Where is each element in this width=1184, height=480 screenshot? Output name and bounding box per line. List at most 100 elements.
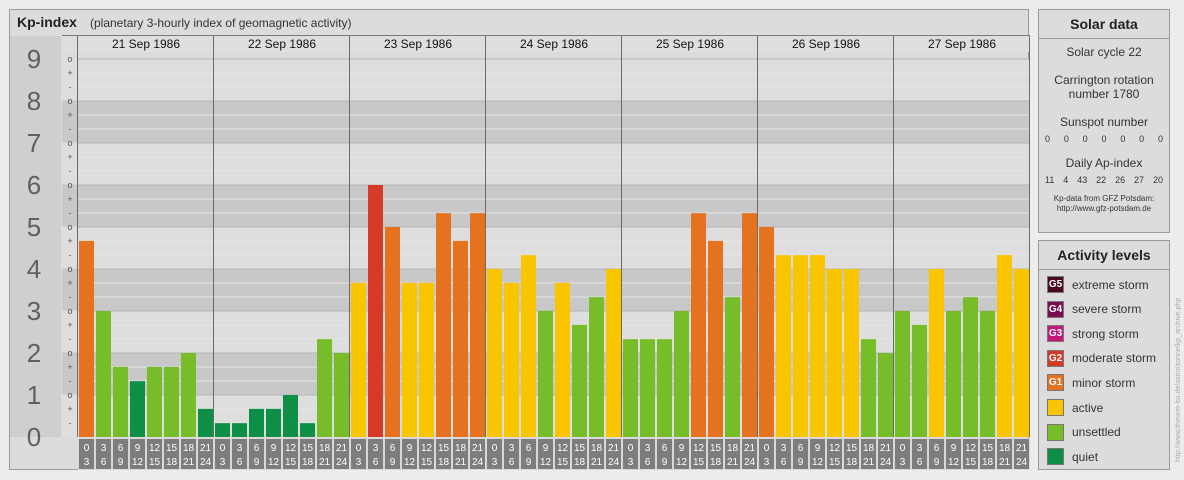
activity-levels-panel: Activity levels G5 extreme storm G4 severe … — [1038, 240, 1170, 470]
time-slot-cell — [980, 439, 995, 469]
thirds-tick-label: o — [67, 348, 72, 358]
level-swatch — [1047, 448, 1064, 466]
kp-bar — [419, 282, 434, 437]
y-tick-label: 3 — [27, 296, 41, 326]
data-credit-line1: Kp-data from GFZ Potsdam: — [1053, 194, 1155, 203]
kp-bar — [266, 408, 281, 437]
level-swatch: G2 — [1047, 349, 1064, 367]
time-slot-end: 18 — [166, 457, 178, 468]
time-slot-start: 9 — [679, 443, 685, 454]
day-header-bar — [62, 36, 1030, 52]
day-label: 24 Sep 1986 — [520, 37, 588, 51]
time-slot-cell — [249, 439, 264, 469]
time-slot-end: 12 — [812, 457, 824, 468]
kp-bar — [300, 423, 315, 437]
kp-bar — [929, 269, 944, 437]
time-slot-end: 15 — [829, 457, 841, 468]
kp-bar — [147, 366, 162, 437]
sunspot-value: 0 — [1157, 134, 1163, 144]
time-slot-cell — [793, 439, 808, 469]
time-slot-start: 3 — [781, 443, 787, 454]
solar-data-title: Solar data — [1039, 10, 1169, 39]
ap-index-label: Daily Ap-index — [1065, 156, 1143, 170]
time-slot-end: 18 — [982, 457, 994, 468]
time-slot-end: 15 — [557, 457, 569, 468]
kp-band — [62, 268, 1030, 311]
kp-bar — [470, 213, 485, 437]
thirds-tick-label: + — [67, 320, 72, 330]
time-slot-end: 18 — [846, 457, 858, 468]
level-label: strong storm — [1072, 326, 1139, 341]
activity-level-unsettled: unsettled — [1039, 422, 1169, 442]
time-slot-cell — [147, 439, 162, 469]
carrington-rotation-line1: Carrington rotation — [1054, 73, 1154, 87]
time-slot-cell — [419, 439, 434, 469]
y-tick-label: 4 — [27, 254, 41, 284]
day-label: 22 Sep 1986 — [248, 37, 316, 51]
time-slot-start: 18 — [727, 443, 739, 454]
time-slot-cell — [674, 439, 689, 469]
data-credit-link[interactable]: http://www.gfz-potsdam.de — [1056, 204, 1152, 213]
time-slot-cell — [997, 439, 1012, 469]
activity-level-quiet: quiet — [1039, 447, 1169, 467]
time-slot-start: 21 — [608, 443, 620, 454]
time-slot-cell — [810, 439, 825, 469]
kp-bar — [504, 282, 519, 437]
time-slot-cell — [725, 439, 740, 469]
time-slot-end: 24 — [472, 457, 484, 468]
time-slot-end: 6 — [645, 457, 651, 468]
time-slot-cell — [708, 439, 723, 469]
time-slot-end: 21 — [319, 457, 331, 468]
time-slot-cell — [198, 439, 213, 469]
time-slot-cell — [946, 439, 961, 469]
time-slot-start: 21 — [880, 443, 892, 454]
time-slot-end: 6 — [373, 457, 379, 468]
time-slot-end: 12 — [676, 457, 688, 468]
time-slot-cell — [572, 439, 587, 469]
thirds-tick-label: + — [67, 362, 72, 372]
time-slot-start: 3 — [101, 443, 107, 454]
time-slot-cell — [844, 439, 859, 469]
thirds-tick-label: + — [67, 278, 72, 288]
activity-level-strong-storm: G3 strong storm — [1039, 324, 1169, 344]
thirds-tick-label: + — [67, 236, 72, 246]
ap-value: 27 — [1134, 175, 1145, 185]
time-slot-start: 12 — [149, 443, 161, 454]
time-slot-end: 6 — [781, 457, 787, 468]
time-slot-cell — [776, 439, 791, 469]
ap-value: 43 — [1077, 175, 1088, 185]
ap-value: 4 — [1063, 175, 1069, 185]
time-slot-start: 0 — [764, 443, 770, 454]
kp-bar — [844, 269, 859, 437]
kp-bar — [334, 353, 349, 437]
time-slot-start: 3 — [373, 443, 379, 454]
time-slot-cell — [300, 439, 315, 469]
day-label: 21 Sep 1986 — [112, 37, 180, 51]
time-slot-cell — [453, 439, 468, 469]
time-slot-start: 6 — [526, 443, 532, 454]
time-slot-end: 9 — [526, 457, 532, 468]
time-slot-end: 12 — [948, 457, 960, 468]
time-slot-cell — [266, 439, 281, 469]
time-slot-start: 21 — [472, 443, 484, 454]
time-slot-cell — [283, 439, 298, 469]
kp-bar — [453, 240, 468, 437]
level-swatch: G1 — [1047, 374, 1064, 392]
time-slot-cell — [895, 439, 910, 469]
time-slot-end: 6 — [509, 457, 515, 468]
carrington-rotation-line2: number 1780 — [1068, 87, 1140, 101]
time-slot-cell — [759, 439, 774, 469]
thirds-tick-label: - — [69, 208, 72, 218]
kp-band — [62, 184, 1030, 227]
time-slot-end: 15 — [693, 457, 705, 468]
time-slot-cell — [215, 439, 230, 469]
time-slot-end: 9 — [118, 457, 124, 468]
chart-title: Kp-index — [17, 14, 77, 30]
time-slot-end: 21 — [727, 457, 739, 468]
kp-bar — [623, 339, 638, 437]
time-slot-end: 21 — [455, 457, 467, 468]
sunspot-value: 0 — [1120, 134, 1126, 144]
thirds-tick-label: o — [67, 222, 72, 232]
time-slot-start: 15 — [438, 443, 450, 454]
time-slot-start: 12 — [557, 443, 569, 454]
